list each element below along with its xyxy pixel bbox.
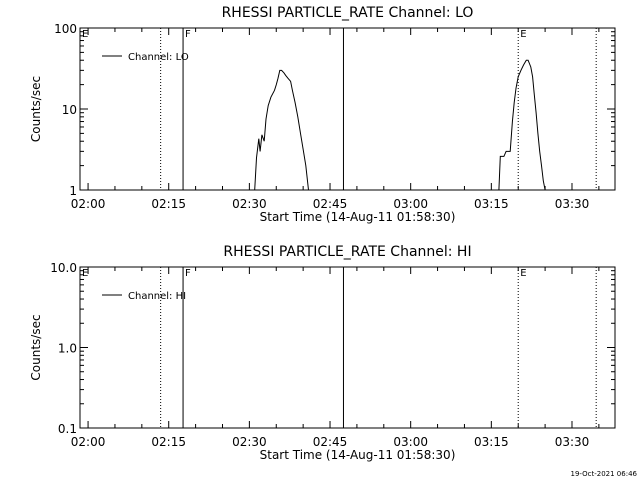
x-tick-label: 02:15 xyxy=(151,435,186,449)
y-tick-label: 100 xyxy=(54,22,77,36)
y-tick-label: 10.0 xyxy=(50,261,77,275)
x-axis-label: Start Time (14-Aug-11 01:58:30) xyxy=(260,448,456,462)
y-tick-label: 1 xyxy=(69,184,77,198)
x-tick-label: 03:00 xyxy=(393,435,428,449)
x-tick-label: 02:15 xyxy=(151,197,186,211)
footer-timestamp: 19-Oct-2021 06:46 xyxy=(571,470,638,478)
event-line-label: F xyxy=(185,29,191,40)
x-tick-label: 02:30 xyxy=(232,435,267,449)
x-tick-label: 02:30 xyxy=(232,197,267,211)
panel-2: RHESSI PARTICLE_RATE Channel: HI 02:00 02:… xyxy=(29,244,616,462)
y-tick-label: 1.0 xyxy=(58,342,77,356)
x-tick-label: 03:15 xyxy=(474,197,509,211)
event-line-label: E xyxy=(520,29,526,40)
legend-label: Channel: LO xyxy=(128,52,189,63)
x-tick-label: 03:15 xyxy=(474,435,509,449)
series-line-segment xyxy=(254,69,309,190)
y-tick-label: 0.1 xyxy=(58,422,77,436)
x-tick-label: 03:30 xyxy=(555,435,590,449)
x-axis-label: Start Time (14-Aug-11 01:58:30) xyxy=(260,210,456,224)
x-tick-label: 02:00 xyxy=(71,435,106,449)
left-edge-label: E xyxy=(82,268,88,279)
event-line-label: F xyxy=(185,268,191,279)
x-tick-label: 02:45 xyxy=(313,435,348,449)
x-tick-label: 02:45 xyxy=(313,197,348,211)
left-edge-label: E xyxy=(82,29,88,40)
y-tick-label: 10 xyxy=(62,103,77,117)
x-tick-label: 02:00 xyxy=(71,197,106,211)
event-line-label: E xyxy=(520,268,526,279)
chart-title: RHESSI PARTICLE_RATE Channel: HI xyxy=(223,244,471,260)
panel-1: RHESSI PARTICLE_RATE Channel: LO 02:00 02:… xyxy=(29,5,616,224)
chart-title: RHESSI PARTICLE_RATE Channel: LO xyxy=(222,5,474,21)
series-line-segment xyxy=(498,59,546,190)
y-axis-label: Counts/sec xyxy=(29,314,43,380)
x-tick-label: 03:30 xyxy=(555,197,590,211)
x-tick-label: 03:00 xyxy=(393,197,428,211)
y-axis-label: Counts/sec xyxy=(29,76,43,142)
legend-label: Channel: HI xyxy=(128,291,186,302)
